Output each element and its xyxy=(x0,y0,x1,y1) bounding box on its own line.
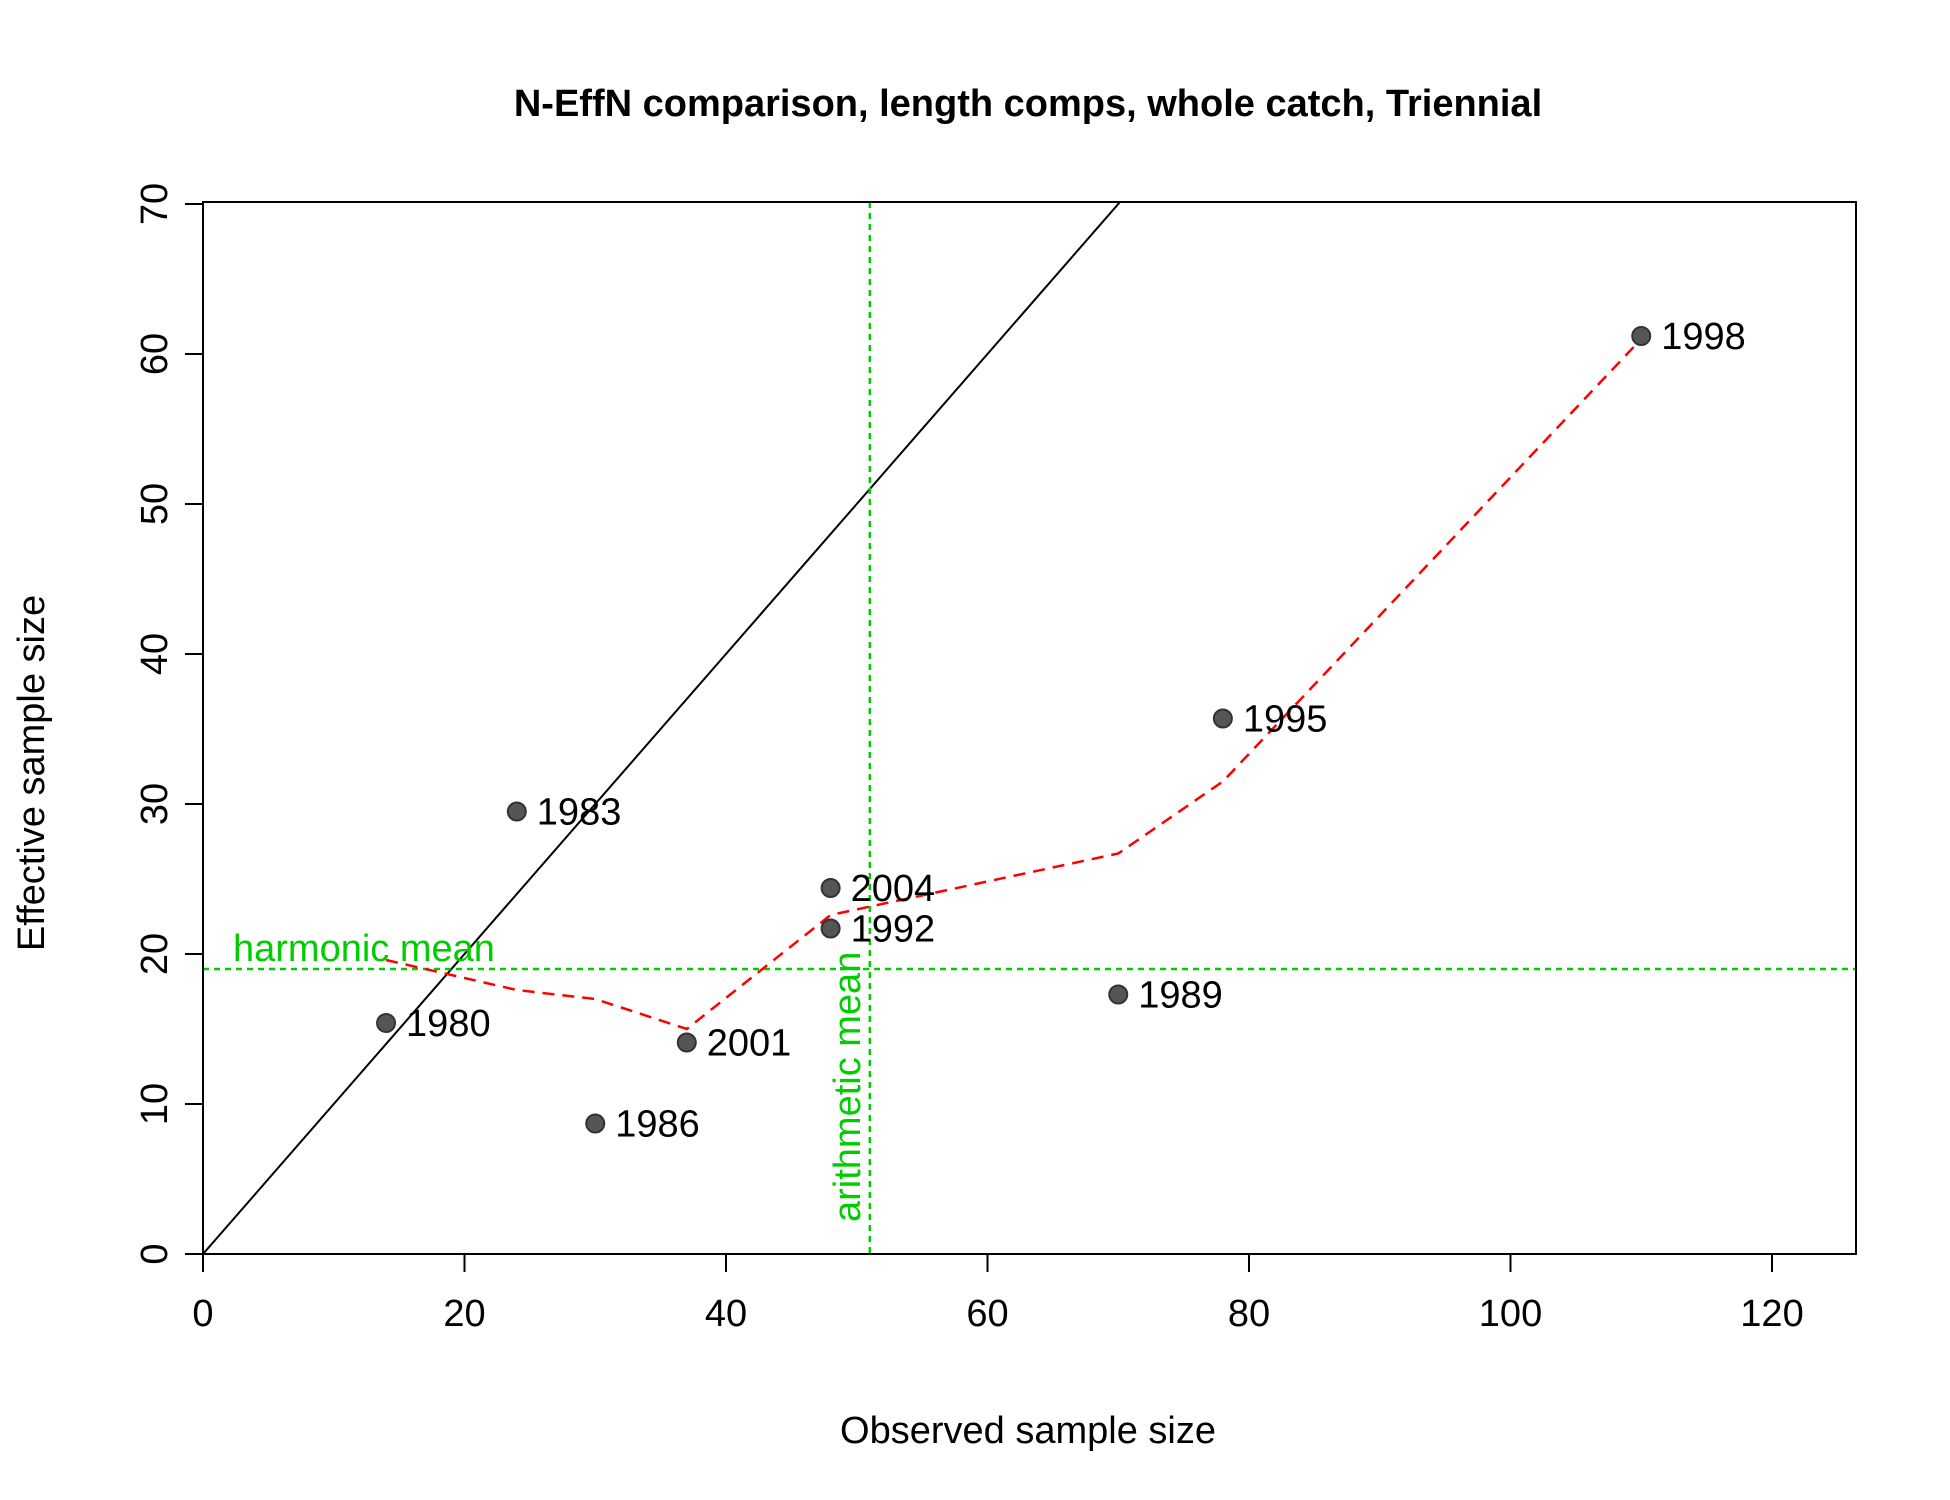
data-point-1995 xyxy=(1212,708,1233,729)
identity-line xyxy=(203,202,1122,1254)
x-tick-label-60: 60 xyxy=(966,1293,1008,1335)
data-point-1980 xyxy=(376,1013,397,1033)
x-tick-label-20: 20 xyxy=(443,1293,485,1335)
data-label-1998: 1998 xyxy=(1661,316,1746,358)
x-tick-label-80: 80 xyxy=(1228,1293,1270,1335)
x-tick-label-40: 40 xyxy=(705,1293,747,1335)
y-tick-label-40: 40 xyxy=(134,633,176,675)
data-point-1992 xyxy=(820,918,841,939)
smoother-line xyxy=(385,338,1643,1031)
data-label-2004: 2004 xyxy=(851,868,936,910)
y-tick-label-50: 50 xyxy=(134,483,176,525)
arithmetic-mean-label: arithmetic mean xyxy=(827,952,869,1222)
plot-inner xyxy=(203,202,1856,1254)
data-label-1995: 1995 xyxy=(1243,699,1328,741)
data-point-2001 xyxy=(676,1032,697,1053)
y-tick-label-30: 30 xyxy=(134,783,176,825)
plot-layer: 1980 1983 1986 1989 1992 1995 1998 2001 2004 harm… xyxy=(134,183,1857,1335)
data-label-1989: 1989 xyxy=(1138,975,1223,1017)
data-point-1989 xyxy=(1108,984,1129,1005)
x-axis-label: Observed sample size xyxy=(840,1410,1216,1452)
plot-frame xyxy=(202,201,1857,1255)
x-tick-label-100: 100 xyxy=(1479,1293,1542,1335)
y-tick-label-10: 10 xyxy=(134,1083,176,1125)
data-point-2004 xyxy=(820,878,841,898)
data-label-1986: 1986 xyxy=(615,1104,700,1146)
data-label-1983: 1983 xyxy=(537,792,622,834)
y-tick-label-0: 0 xyxy=(134,1243,176,1264)
x-tick-label-0: 0 xyxy=(192,1293,213,1335)
y-axis: 0 10 20 30 40 50 60 70 xyxy=(134,183,203,1265)
x-axis: 0 20 40 60 80 100 120 xyxy=(192,1254,1804,1335)
data-point-1998 xyxy=(1631,326,1652,346)
y-tick-label-20: 20 xyxy=(134,933,176,975)
y-axis-label: Effective sample size xyxy=(11,595,53,951)
x-tick-label-120: 120 xyxy=(1740,1293,1803,1335)
data-label-1992: 1992 xyxy=(851,909,936,951)
data-point-1986 xyxy=(585,1113,606,1134)
data-label-1980: 1980 xyxy=(406,1003,491,1045)
y-tick-label-60: 60 xyxy=(134,333,176,375)
y-tick-label-70: 70 xyxy=(134,183,176,225)
harmonic-mean-label: harmonic mean xyxy=(233,928,495,970)
data-point-1983 xyxy=(506,801,527,822)
data-label-2001: 2001 xyxy=(707,1023,792,1065)
chart-title: N-EffN comparison, length comps, whole c… xyxy=(514,83,1542,125)
